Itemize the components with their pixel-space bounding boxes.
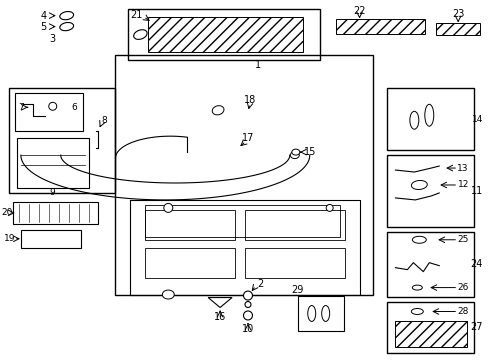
Ellipse shape xyxy=(409,111,418,129)
Text: 6: 6 xyxy=(72,103,78,112)
Text: 25: 25 xyxy=(457,235,468,244)
Ellipse shape xyxy=(321,306,329,321)
Text: 5: 5 xyxy=(41,22,47,32)
Text: 23: 23 xyxy=(451,9,464,19)
Bar xyxy=(115,55,372,294)
Bar xyxy=(395,321,466,347)
Bar xyxy=(435,23,479,35)
Text: 28: 28 xyxy=(457,307,468,316)
Bar xyxy=(13,202,98,224)
Ellipse shape xyxy=(410,309,423,315)
Ellipse shape xyxy=(60,22,73,31)
Bar xyxy=(9,88,115,193)
Ellipse shape xyxy=(163,203,172,212)
Text: 17: 17 xyxy=(241,133,254,143)
Text: 10: 10 xyxy=(242,324,254,334)
Bar xyxy=(17,138,88,188)
Ellipse shape xyxy=(243,311,252,320)
Text: 19: 19 xyxy=(4,234,16,243)
Ellipse shape xyxy=(49,102,57,110)
Bar xyxy=(386,302,473,353)
Bar xyxy=(244,210,344,240)
Polygon shape xyxy=(208,298,232,307)
Text: 22: 22 xyxy=(353,6,365,15)
Ellipse shape xyxy=(325,204,332,211)
Text: 26: 26 xyxy=(457,283,468,292)
Ellipse shape xyxy=(411,285,422,290)
Text: 7: 7 xyxy=(18,103,24,112)
Bar xyxy=(335,19,425,33)
Text: 4: 4 xyxy=(41,11,47,21)
Ellipse shape xyxy=(60,12,73,20)
Text: 2: 2 xyxy=(256,279,263,289)
Ellipse shape xyxy=(212,106,224,115)
Ellipse shape xyxy=(162,290,174,299)
Text: 20: 20 xyxy=(1,208,13,217)
Text: 3: 3 xyxy=(50,33,56,44)
Bar xyxy=(145,210,235,240)
Text: 8: 8 xyxy=(102,116,107,125)
Ellipse shape xyxy=(243,291,252,300)
Bar xyxy=(297,296,343,332)
Text: 14: 14 xyxy=(471,115,482,124)
Ellipse shape xyxy=(133,30,147,39)
Bar xyxy=(148,17,302,53)
Text: 21: 21 xyxy=(130,10,142,20)
Text: 13: 13 xyxy=(456,163,468,172)
Ellipse shape xyxy=(410,180,427,189)
Ellipse shape xyxy=(290,152,299,159)
Bar xyxy=(386,155,473,227)
Bar xyxy=(128,9,319,60)
Text: 18: 18 xyxy=(244,95,256,105)
Text: 12: 12 xyxy=(457,180,468,189)
Bar xyxy=(386,88,473,150)
Text: 24: 24 xyxy=(470,259,482,269)
Ellipse shape xyxy=(244,302,250,307)
Bar xyxy=(15,93,82,131)
Ellipse shape xyxy=(424,104,433,126)
Ellipse shape xyxy=(291,149,299,155)
Text: 27: 27 xyxy=(469,323,482,332)
Text: 15: 15 xyxy=(303,147,315,157)
Text: 1: 1 xyxy=(254,60,261,71)
Bar xyxy=(21,230,81,248)
Bar xyxy=(145,248,235,278)
Bar xyxy=(244,248,344,278)
Text: 29: 29 xyxy=(291,284,304,294)
Ellipse shape xyxy=(307,306,315,321)
Text: 16: 16 xyxy=(214,312,226,323)
Text: 11: 11 xyxy=(470,186,482,196)
Bar xyxy=(145,205,339,237)
Ellipse shape xyxy=(411,236,426,243)
Bar xyxy=(386,232,473,297)
Text: 9: 9 xyxy=(50,188,56,197)
